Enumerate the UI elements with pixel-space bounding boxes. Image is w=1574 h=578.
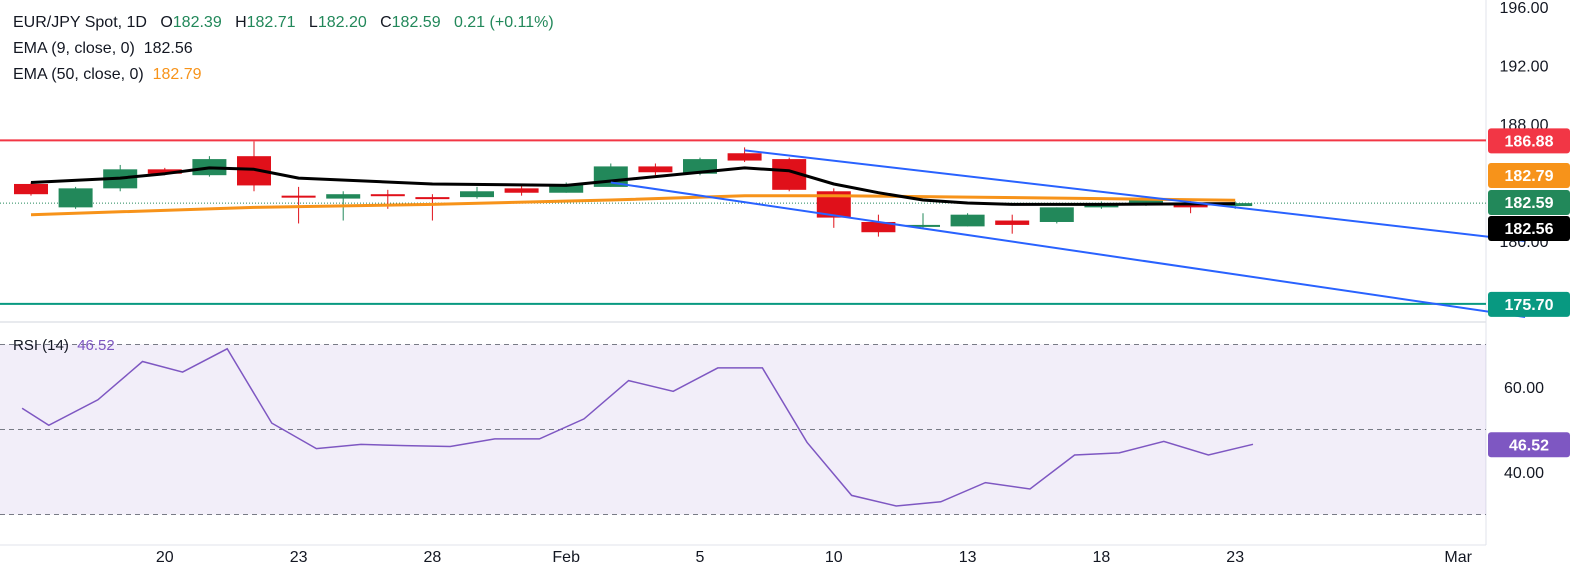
- candle-body: [727, 153, 762, 161]
- ema50-line: [30, 194, 1236, 217]
- open-value: 182.39: [172, 14, 222, 31]
- candle-body: [1039, 207, 1074, 222]
- time-tick-label: 5: [696, 549, 705, 566]
- candle: [415, 194, 450, 221]
- time-tick-label: 13: [959, 549, 977, 566]
- ema-lines: [30, 166, 1236, 217]
- candle: [950, 213, 985, 227]
- time-tick-label: 18: [1093, 549, 1111, 566]
- candle-body: [950, 214, 985, 227]
- candle-body: [906, 224, 940, 227]
- candle: [460, 186, 494, 199]
- candle-body: [995, 220, 1030, 225]
- price-tick-label: 192.00: [1500, 59, 1549, 76]
- price-axis: 196.00192.00188.00180.0060.0040.00186.88…: [1488, 0, 1570, 482]
- candle-body: [415, 197, 450, 200]
- rsi-value-tag-box: [1488, 432, 1570, 458]
- time-axis: 20 23 28 Feb 5 10 13 18 23 Mar: [156, 549, 1473, 566]
- symbol-title: EUR/JPY Spot, 1D: [13, 14, 147, 31]
- candle: [727, 147, 762, 163]
- candle-body: [549, 183, 584, 193]
- time-tick-label: 20: [156, 549, 174, 566]
- rsi-value: 46.52: [77, 337, 115, 354]
- time-tick-label: Feb: [552, 549, 580, 566]
- ema9-price-tag-text: 182.56: [1505, 221, 1554, 238]
- time-tick-label: Mar: [1444, 549, 1472, 566]
- candle: [638, 163, 673, 176]
- time-tick-label: 23: [1226, 549, 1244, 566]
- rsi-line: [21, 347, 1254, 507]
- high-value: 182.71: [246, 14, 296, 31]
- ema50-legend: EMA (50, close, 0) 182.79: [13, 66, 202, 84]
- candle: [861, 214, 896, 237]
- ema9-price-tag-box: [1488, 216, 1570, 241]
- rsi-value-tag: 46.52: [1488, 432, 1570, 458]
- candle-body: [370, 194, 405, 197]
- change-value: 0.21 (+0.11%): [453, 14, 554, 31]
- ema50-price-tag-text: 182.79: [1505, 168, 1554, 185]
- candle-body: [147, 169, 182, 174]
- time-tick-label: 23: [290, 549, 308, 566]
- time-tick-label: 28: [424, 549, 442, 566]
- rsi-legend: RSI (14) 46.52: [13, 337, 115, 354]
- ema50-price-tag-box: [1488, 163, 1570, 188]
- resistance-price-tag-box: [1488, 128, 1570, 154]
- close-price-tag: 182.59: [1488, 190, 1570, 215]
- resistance-price-tag-text: 186.88: [1505, 133, 1554, 150]
- candle-body: [504, 188, 539, 193]
- low-value: 182.20: [317, 14, 367, 31]
- support-price-tag-box: [1488, 291, 1570, 317]
- close-label: C: [380, 14, 392, 31]
- candle-body: [281, 195, 316, 198]
- horizontal-levels: [0, 139, 1486, 305]
- candle: [58, 186, 93, 209]
- candle-body: [638, 166, 673, 173]
- rsi-panel: [0, 344, 1486, 515]
- low-label: L: [308, 14, 318, 31]
- candle-body: [460, 191, 494, 198]
- candle-body: [326, 194, 361, 199]
- rsi-tick-label: 40.00: [1504, 465, 1544, 482]
- ema9-price-tag: 182.56: [1488, 216, 1570, 241]
- close-value: 182.59: [391, 14, 441, 31]
- support-price-tag: 175.70: [1488, 291, 1570, 317]
- ohlc-legend: EUR/JPY Spot, 1D O182.39 H182.71 L182.20…: [13, 14, 554, 32]
- support-price-tag-text: 175.70: [1505, 297, 1554, 314]
- rsi-tick-label: 60.00: [1504, 380, 1544, 397]
- ema50-price-tag: 182.79: [1488, 163, 1570, 188]
- resistance-price-tag: 186.88: [1488, 128, 1570, 154]
- candle: [906, 213, 940, 228]
- candle-body: [14, 183, 48, 195]
- rsi-label: RSI (14): [13, 337, 69, 354]
- ema9-label: EMA (9, close, 0): [13, 40, 135, 57]
- candle: [504, 185, 539, 196]
- rsi-value-tag-text: 46.52: [1509, 437, 1549, 454]
- time-tick-label: 10: [825, 549, 843, 566]
- close-price-tag-text: 182.59: [1505, 195, 1554, 212]
- candle: [1039, 207, 1074, 224]
- ema9-legend: EMA (9, close, 0) 182.56: [13, 40, 193, 58]
- high-label: H: [235, 14, 247, 31]
- candle: [995, 214, 1030, 234]
- open-label: O: [160, 14, 173, 31]
- price-tick-label: 196.00: [1500, 0, 1549, 17]
- ema9-value: 182.56: [143, 40, 193, 57]
- ema50-value: 182.79: [152, 66, 202, 83]
- candle: [14, 182, 48, 196]
- ema9-line: [30, 166, 1236, 206]
- channel-line: [610, 181, 1526, 319]
- channel-line: [744, 149, 1526, 242]
- ema50-label: EMA (50, close, 0): [13, 66, 144, 83]
- close-price-tag-box: [1488, 190, 1570, 215]
- candle-body: [861, 221, 896, 233]
- candle-body: [1129, 200, 1163, 203]
- candlestick-series: [14, 141, 1253, 237]
- candle-body: [58, 188, 93, 208]
- descending-channel: [610, 149, 1526, 319]
